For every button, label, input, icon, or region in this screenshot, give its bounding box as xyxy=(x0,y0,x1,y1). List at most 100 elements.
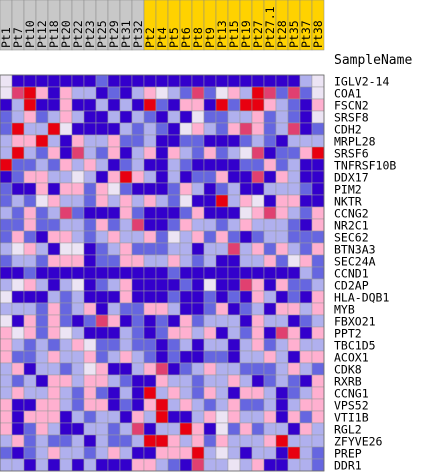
heatmap-cell xyxy=(107,74,121,88)
heatmap-cell xyxy=(35,158,49,172)
heatmap-cell xyxy=(191,170,205,184)
heatmap-cell xyxy=(131,362,145,376)
heatmap-cell xyxy=(191,110,205,124)
heatmap-cell xyxy=(71,374,85,388)
heatmap-cell xyxy=(0,122,13,136)
heatmap-cell xyxy=(215,338,229,352)
heatmap-cell xyxy=(203,170,217,184)
heatmap-cell xyxy=(167,422,181,436)
heatmap-cell xyxy=(83,194,97,208)
heatmap-cell xyxy=(215,458,229,472)
heatmap-cell xyxy=(227,170,241,184)
heatmap-cell xyxy=(275,254,289,268)
heatmap-cell xyxy=(59,362,73,376)
sample-label: Pt10 xyxy=(23,20,37,48)
heatmap-cell xyxy=(155,338,169,352)
heatmap-cell xyxy=(155,170,169,184)
sample-label: Pt19 xyxy=(239,20,253,48)
heatmap-cell xyxy=(287,386,301,400)
heatmap-cell xyxy=(227,86,241,100)
heatmap-cell xyxy=(203,134,217,148)
heatmap-cell xyxy=(287,230,301,244)
heatmap-cell xyxy=(83,122,97,136)
heatmap-cell xyxy=(119,326,133,340)
heatmap-cell xyxy=(227,182,241,196)
heatmap-cell xyxy=(107,146,121,160)
heatmap-cell xyxy=(263,458,277,472)
heatmap-cell xyxy=(311,434,325,448)
heatmap-cell xyxy=(35,146,49,160)
heatmap-cell xyxy=(299,410,313,424)
heatmap-cell xyxy=(191,362,205,376)
heatmap-cell xyxy=(191,206,205,220)
heatmap-cell xyxy=(251,374,265,388)
heatmap-cell xyxy=(227,302,241,316)
heatmap-cell xyxy=(287,374,301,388)
heatmap-cell xyxy=(83,242,97,256)
heatmap-cell xyxy=(0,422,13,436)
heatmap-cell xyxy=(59,218,73,232)
heatmap-cell xyxy=(287,410,301,424)
gene-label: PIM2 xyxy=(334,183,362,197)
heatmap-cell xyxy=(83,326,97,340)
heatmap-cell xyxy=(251,422,265,436)
heatmap-cell xyxy=(35,170,49,184)
heatmap-cell xyxy=(71,110,85,124)
heatmap-cell xyxy=(311,74,325,88)
heatmap-cell xyxy=(215,74,229,88)
sample-label: Pt6 xyxy=(179,27,193,48)
heatmap-cell xyxy=(0,110,13,124)
heatmap-cell xyxy=(23,146,37,160)
heatmap-border xyxy=(0,74,325,472)
heatmap-cell xyxy=(95,374,109,388)
heatmap-cell xyxy=(0,230,13,244)
heatmap-cell xyxy=(227,338,241,352)
heatmap-cell xyxy=(311,386,325,400)
heatmap-cell xyxy=(131,434,145,448)
heatmap-cell xyxy=(311,218,325,232)
heatmap-cell xyxy=(83,338,97,352)
heatmap-cell xyxy=(47,98,61,112)
heatmap-cell xyxy=(0,314,13,328)
heatmap-cell xyxy=(11,254,25,268)
heatmap-cell xyxy=(251,434,265,448)
sample-label: Pt32 xyxy=(131,20,145,48)
heatmap-cell xyxy=(143,362,157,376)
gene-label: CCND1 xyxy=(334,267,369,281)
heatmap-cell xyxy=(191,434,205,448)
heatmap-cell xyxy=(71,218,85,232)
heatmap-cell xyxy=(0,146,13,160)
heatmap-cell xyxy=(143,122,157,136)
sample-label: Pt27.1 xyxy=(263,6,277,48)
heatmap-cell xyxy=(71,386,85,400)
heatmap-cell xyxy=(179,242,193,256)
heatmap-cell xyxy=(311,266,325,280)
heatmap-cell xyxy=(179,458,193,472)
sample-label: Pt12 xyxy=(35,20,49,48)
heatmap-cell xyxy=(47,86,61,100)
heatmap-cell xyxy=(203,74,217,88)
heatmap-cell xyxy=(311,242,325,256)
heatmap-cell xyxy=(227,326,241,340)
heatmap-cell xyxy=(131,74,145,88)
heatmap-cell xyxy=(179,302,193,316)
heatmap-cell xyxy=(215,362,229,376)
heatmap-cell xyxy=(83,266,97,280)
heatmap-cell xyxy=(215,230,229,244)
heatmap-cell xyxy=(191,422,205,436)
heatmap-cell xyxy=(167,110,181,124)
heatmap-cell xyxy=(215,386,229,400)
heatmap-cell xyxy=(23,110,37,124)
heatmap-cell xyxy=(251,326,265,340)
sample-label: Pt13 xyxy=(215,20,229,48)
heatmap-cell xyxy=(299,398,313,412)
heatmap-cell xyxy=(275,146,289,160)
heatmap-cell xyxy=(191,146,205,160)
heatmap-cell xyxy=(215,98,229,112)
gene-label: CD2AP xyxy=(334,279,369,293)
heatmap-cell xyxy=(251,314,265,328)
heatmap-cell xyxy=(35,302,49,316)
heatmap-cell xyxy=(119,398,133,412)
heatmap-cell xyxy=(11,350,25,364)
heatmap-cell xyxy=(227,350,241,364)
